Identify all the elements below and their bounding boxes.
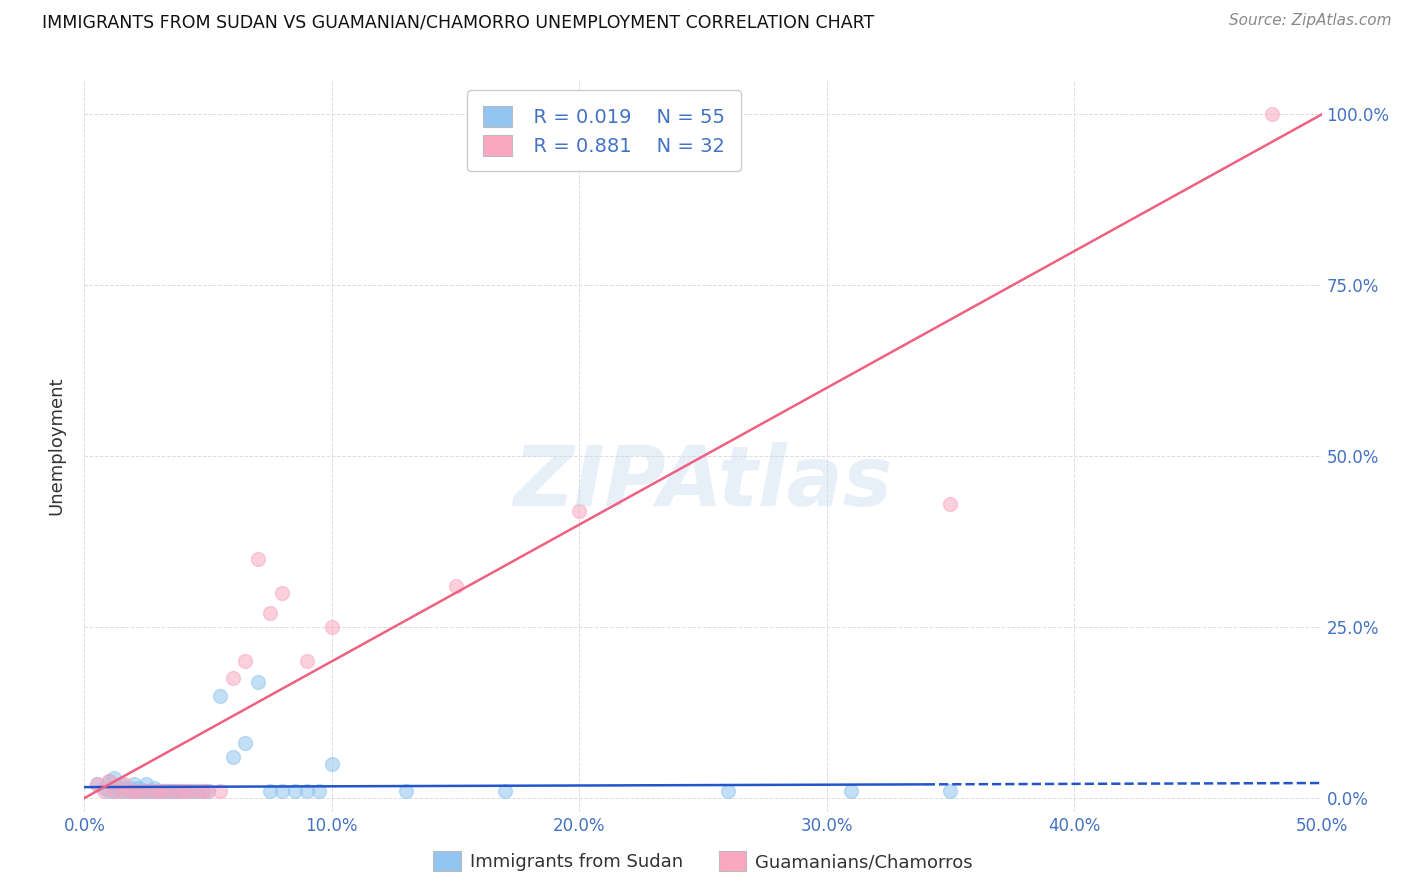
Point <box>308 784 330 798</box>
Point <box>138 784 160 798</box>
Point <box>86 777 108 791</box>
Text: Source: ZipAtlas.com: Source: ZipAtlas.com <box>1229 13 1392 29</box>
Point <box>135 784 157 798</box>
Point <box>122 784 145 798</box>
Point <box>939 784 962 798</box>
Point <box>112 784 135 798</box>
Point <box>110 777 132 791</box>
Point <box>841 784 863 798</box>
Point <box>295 654 318 668</box>
Point <box>98 774 121 789</box>
Point <box>148 784 170 798</box>
Point <box>271 784 294 798</box>
Point <box>717 784 740 798</box>
Point <box>259 784 281 798</box>
Point <box>142 780 165 795</box>
Point <box>1261 107 1284 121</box>
Point <box>103 771 125 785</box>
Point <box>128 784 150 798</box>
Point <box>233 736 256 750</box>
Point <box>108 780 131 795</box>
Point <box>939 497 962 511</box>
Point <box>118 784 141 798</box>
Point <box>395 784 418 798</box>
Point <box>162 784 184 798</box>
Point <box>321 756 343 771</box>
Point <box>271 586 294 600</box>
Point <box>141 784 163 798</box>
Text: IMMIGRANTS FROM SUDAN VS GUAMANIAN/CHAMORRO UNEMPLOYMENT CORRELATION CHART: IMMIGRANTS FROM SUDAN VS GUAMANIAN/CHAMO… <box>42 13 875 31</box>
Point <box>129 784 152 798</box>
Point <box>120 780 142 795</box>
Point <box>145 784 167 798</box>
Point <box>209 689 232 703</box>
Point <box>295 784 318 798</box>
Point <box>128 780 150 795</box>
Point <box>125 784 148 798</box>
Point <box>135 784 157 798</box>
Point <box>494 784 516 798</box>
Y-axis label: Unemployment: Unemployment <box>48 376 66 516</box>
Point <box>222 750 245 764</box>
Point <box>246 551 269 566</box>
Point <box>259 607 281 621</box>
Point <box>118 784 141 798</box>
Point <box>110 784 132 798</box>
Point <box>160 784 183 798</box>
Point <box>103 784 125 798</box>
Point <box>93 780 115 795</box>
Legend: Immigrants from Sudan, Guamanians/Chamorros: Immigrants from Sudan, Guamanians/Chamor… <box>426 844 980 879</box>
Point <box>568 504 591 518</box>
Point <box>197 784 219 798</box>
Point <box>98 784 121 798</box>
Point <box>132 784 155 798</box>
Point <box>246 674 269 689</box>
Point <box>103 784 125 798</box>
Point <box>444 579 467 593</box>
Point <box>187 784 209 798</box>
Point <box>172 784 194 798</box>
Point <box>209 784 232 798</box>
Point <box>93 784 115 798</box>
Point <box>135 777 157 791</box>
Point <box>181 784 204 798</box>
Point <box>155 784 177 798</box>
Point <box>122 777 145 791</box>
Point <box>115 780 138 795</box>
Point <box>112 777 135 791</box>
Text: ZIPAtlas: ZIPAtlas <box>513 442 893 523</box>
Point <box>184 784 207 798</box>
Point <box>122 784 145 798</box>
Point <box>110 784 132 798</box>
Legend:   R = 0.019    N = 55,   R = 0.881    N = 32: R = 0.019 N = 55, R = 0.881 N = 32 <box>467 90 741 171</box>
Point <box>160 784 183 798</box>
Point <box>157 784 180 798</box>
Point <box>284 784 307 798</box>
Point <box>177 784 200 798</box>
Point <box>98 774 121 789</box>
Point <box>191 784 214 798</box>
Point <box>150 784 173 798</box>
Point <box>142 784 165 798</box>
Point <box>152 784 174 798</box>
Point <box>152 784 174 798</box>
Point <box>222 672 245 686</box>
Point <box>191 784 214 798</box>
Point <box>172 784 194 798</box>
Point <box>167 784 190 798</box>
Point <box>321 620 343 634</box>
Point <box>167 784 190 798</box>
Point <box>177 784 200 798</box>
Point <box>165 784 187 798</box>
Point <box>148 784 170 798</box>
Point <box>233 654 256 668</box>
Point <box>197 784 219 798</box>
Point <box>86 777 108 791</box>
